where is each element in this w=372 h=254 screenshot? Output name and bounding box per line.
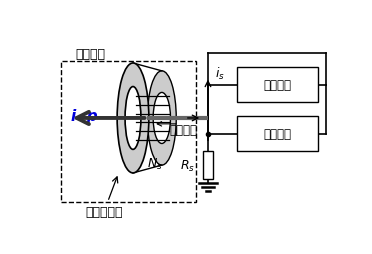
Ellipse shape bbox=[147, 72, 176, 165]
Ellipse shape bbox=[125, 87, 141, 150]
Text: 初级绕组: 初级绕组 bbox=[75, 47, 105, 60]
Bar bbox=[203, 152, 213, 179]
Ellipse shape bbox=[153, 93, 170, 144]
Bar bbox=[61, 62, 196, 203]
Text: $R_s$: $R_s$ bbox=[180, 158, 195, 173]
Text: i  p: i p bbox=[71, 109, 97, 124]
Ellipse shape bbox=[117, 64, 149, 173]
Text: 励磁绕组: 励磁绕组 bbox=[169, 124, 197, 137]
Text: $N_s$: $N_s$ bbox=[147, 156, 163, 171]
Bar bbox=[237, 117, 318, 152]
Text: $i_s$: $i_s$ bbox=[215, 66, 225, 82]
Bar bbox=[237, 68, 318, 103]
Text: 激励电路: 激励电路 bbox=[263, 79, 291, 92]
Text: 检测电路: 检测电路 bbox=[263, 128, 291, 141]
Text: 传感器探头: 传感器探头 bbox=[86, 177, 123, 218]
